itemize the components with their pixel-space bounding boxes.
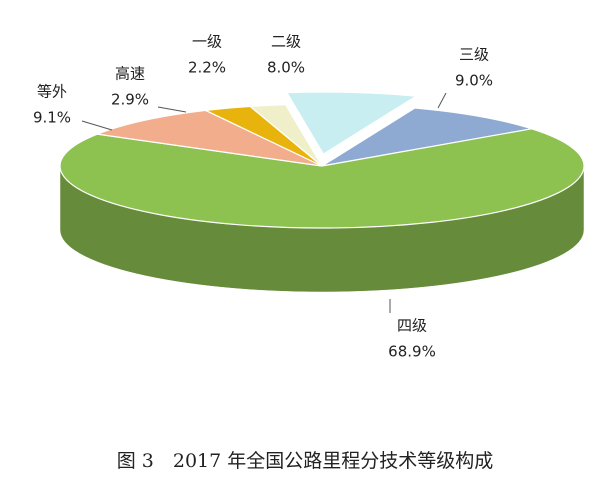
leader-line (81, 120, 113, 131)
leader-line (157, 106, 187, 113)
slice (248, 103, 323, 167)
slice-label: 高速 (115, 65, 145, 83)
value-label: 8.0% (267, 59, 305, 77)
slice-label: 一级 (192, 33, 222, 51)
slice (59, 128, 585, 229)
slice-label: 三级 (459, 46, 489, 64)
value-label: 9.1% (33, 109, 71, 127)
slice-label: 等外 (37, 83, 67, 101)
slice-label: 二级 (271, 33, 301, 51)
chart-title: 图 3 2017 年全国公路里程分技术等级构成 (117, 450, 494, 472)
slice (94, 109, 323, 167)
value-label: 2.9% (111, 91, 149, 109)
slice (285, 91, 419, 155)
value-label: 9.0% (455, 72, 493, 90)
leader-line (437, 92, 447, 109)
slice-label: 四级 (397, 317, 427, 335)
slice (321, 107, 532, 167)
value-label: 2.2% (188, 59, 226, 77)
value-label: 68.9% (388, 343, 436, 361)
